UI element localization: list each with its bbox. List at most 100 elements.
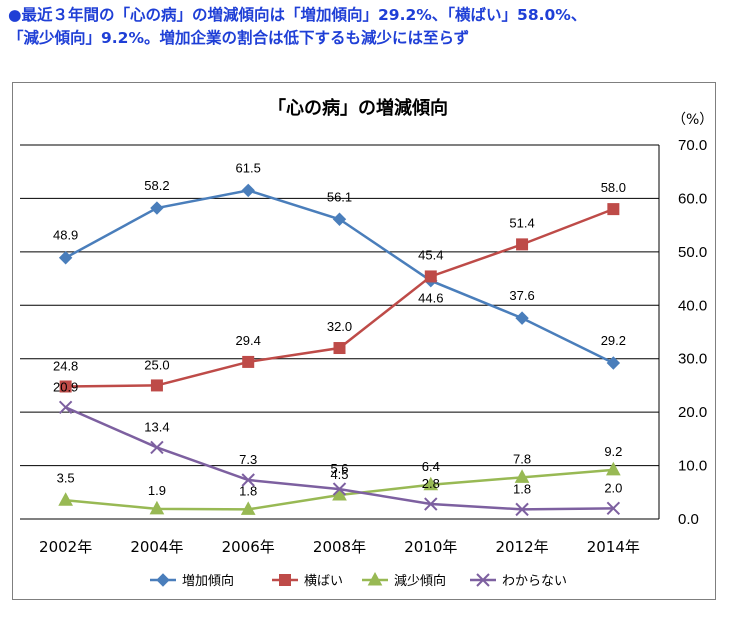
x-tick-label: 2002年 — [39, 538, 92, 556]
data-label: 58.2 — [144, 178, 169, 193]
marker-diamond — [150, 201, 164, 215]
chart-title: 「心の病」の増減傾向 — [268, 97, 448, 119]
marker-square — [516, 238, 529, 251]
marker-x-stroke — [606, 501, 621, 516]
legend-item-1: 増加傾向 — [150, 573, 234, 589]
data-label: 58.0 — [601, 180, 626, 195]
marker-square — [59, 380, 72, 393]
gridlines — [20, 144, 660, 520]
data-label: 4.5 — [330, 467, 348, 482]
legend-item-3: 減少傾向 — [362, 571, 446, 589]
series-lines — [58, 183, 621, 517]
data-label: 1.8 — [239, 483, 257, 498]
data-label: 56.1 — [327, 189, 352, 204]
marker-x — [515, 502, 529, 517]
marker-square — [242, 355, 255, 368]
data-label: 25.0 — [144, 357, 169, 372]
marker-square — [279, 574, 291, 586]
data-label: 51.4 — [509, 215, 534, 230]
data-label: 6.4 — [422, 459, 440, 474]
data-label: 45.4 — [418, 247, 443, 262]
series-3 — [58, 461, 621, 515]
x-tick-label: 2004年 — [130, 538, 183, 556]
data-label: 20.9 — [53, 379, 78, 394]
legend-label: 横ばい — [304, 574, 343, 589]
data-label: 37.6 — [509, 288, 534, 303]
marker-x-stroke — [150, 440, 164, 455]
x-tick-label: 2006年 — [222, 538, 275, 556]
marker-square — [607, 203, 620, 216]
marker-triangle — [514, 469, 530, 483]
marker-triangle — [149, 500, 165, 515]
marker-square — [333, 342, 346, 355]
y-tick-label: 10.0 — [678, 458, 707, 475]
x-tick-label: 2010年 — [404, 538, 457, 556]
y-tick-label: 20.0 — [678, 404, 707, 421]
marker-x-stroke — [241, 473, 255, 487]
marker-diamond — [58, 251, 73, 265]
marker-x — [150, 440, 164, 455]
marker-triangle — [240, 501, 256, 515]
data-label: 3.5 — [57, 470, 75, 485]
headline-line-1: ●最近３年間の「心の病」の増減傾向は「増加傾向」29.2%、「横ばい」58.0%… — [8, 6, 587, 24]
marker-diamond — [332, 212, 347, 226]
marker-square — [150, 379, 163, 392]
data-label: 48.9 — [53, 228, 78, 243]
marker-x-stroke — [58, 400, 73, 415]
data-labels: 48.9 58.2 61.5 56.1 44.6 37.6 29.2 24.8 25.0 29.4… — [53, 160, 626, 498]
y-tick-label: 40.0 — [678, 297, 707, 314]
data-label: 13.4 — [144, 419, 169, 434]
marker-diamond — [515, 311, 529, 325]
data-label: 2.0 — [604, 480, 622, 495]
headline: ●最近３年間の「心の病」の増減傾向は「増加傾向」29.2%、「横ばい」58.0%… — [8, 4, 736, 50]
marker-x-stroke — [476, 573, 490, 587]
legend: 増加傾向 横ばい 減少傾向 わからない — [150, 571, 567, 589]
data-label: 32.0 — [327, 319, 352, 334]
legend-label: 増加傾向 — [182, 573, 234, 589]
marker-x — [332, 482, 347, 496]
marker-x — [424, 497, 438, 511]
y-axis-ticks: 0.0 10.0 20.0 30.0 40.0 50.0 60.0 70.0 — [678, 137, 707, 528]
marker-diamond — [241, 183, 255, 198]
data-label: 9.2 — [604, 444, 622, 459]
x-tick-label: 2008年 — [313, 538, 366, 556]
marker-x-stroke — [424, 497, 438, 511]
marker-triangle — [606, 461, 621, 476]
series-2 — [59, 203, 620, 393]
series-4 — [58, 400, 621, 517]
data-label: 29.4 — [236, 333, 261, 348]
marker-triangle — [367, 571, 383, 586]
data-label: 5.6 — [330, 461, 348, 476]
marker-triangle — [58, 492, 73, 506]
marker-x — [241, 473, 255, 487]
marker-x — [606, 501, 621, 516]
marker-triangle — [423, 476, 439, 491]
y-tick-label: 30.0 — [678, 351, 707, 368]
data-label: 1.9 — [148, 483, 166, 498]
legend-item-4: わからない — [470, 573, 567, 589]
x-tick-label: 2012年 — [495, 538, 548, 556]
data-label: 7.8 — [513, 451, 531, 466]
y-tick-label: 50.0 — [678, 244, 707, 261]
data-label: 44.6 — [418, 291, 443, 306]
data-label: 1.8 — [513, 481, 531, 496]
legend-item-2: 横ばい — [272, 574, 343, 589]
marker-diamond — [606, 356, 621, 370]
marker-x-stroke — [515, 502, 529, 517]
marker-square — [424, 270, 437, 283]
data-label: 7.3 — [239, 452, 257, 467]
data-label: 24.8 — [53, 358, 78, 373]
data-label: 2.8 — [422, 476, 440, 491]
chart-frame — [12, 82, 716, 600]
y-tick-label: 0.0 — [678, 511, 699, 528]
y-tick-label: 60.0 — [678, 190, 707, 207]
y-tick-label: 70.0 — [678, 137, 707, 154]
marker-x — [58, 400, 73, 415]
legend-label: 減少傾向 — [394, 573, 446, 589]
marker-x-stroke — [332, 482, 347, 496]
series-1 — [58, 183, 621, 370]
legend-label: わからない — [502, 574, 567, 589]
y-unit-label: （%） — [672, 112, 713, 128]
x-axis-ticks: 2002年 2004年 2006年 2008年 2010年 2012年 2014年 — [39, 538, 640, 556]
